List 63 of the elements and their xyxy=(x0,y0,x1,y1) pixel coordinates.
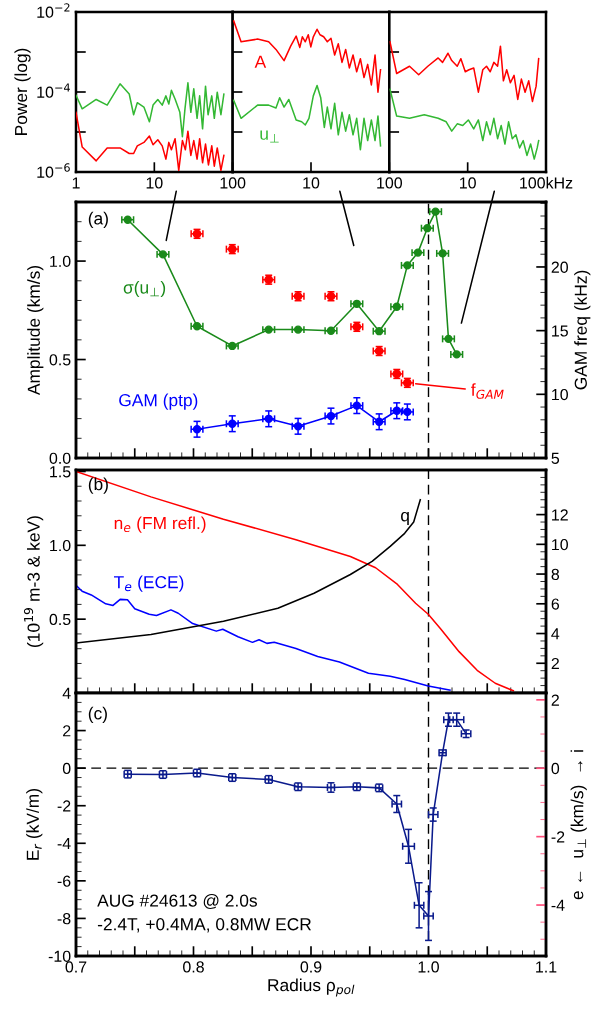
y-tick-label: 10$^{−6}$ xyxy=(37,163,70,178)
y-tick-label: 0.0 xyxy=(49,452,71,464)
y2-tick-label: 5 xyxy=(551,452,560,464)
x-tick-label: 0.7 xyxy=(65,961,87,973)
x-tick-label: 10 xyxy=(146,177,163,189)
annotation: -2.4T, +0.4MA, 0.8MW ECR xyxy=(97,918,311,933)
y-tick-label: -2 xyxy=(57,800,71,812)
y-axis-title: Amplitude (km/s) xyxy=(27,265,44,396)
x-tick-label: 0.8 xyxy=(183,961,204,973)
legend-label: f$_{GAM}$ xyxy=(471,383,504,399)
annotation: (c) xyxy=(88,706,107,723)
y2-tick-label: 12 xyxy=(552,509,568,521)
y-tick-label: 1.0 xyxy=(50,255,71,268)
y2-tick-label: 20 xyxy=(551,261,568,273)
y2-tick-label: 2 xyxy=(551,657,559,670)
series-label: σ(u$_{⊥}$) xyxy=(123,280,166,298)
series-label: A xyxy=(254,55,267,68)
y-tick-label: -8 xyxy=(57,913,71,925)
y2-tick-label: 2 xyxy=(551,694,559,706)
y2-tick-label: 10 xyxy=(552,538,568,551)
y-axis-title: Power (log) xyxy=(14,48,31,135)
y-axis-title: (10$^{19}$ m-3 & keV) xyxy=(23,516,44,647)
y2-tick-label: 0 xyxy=(551,762,560,775)
y2-axis-title: GAM freq (kHz) xyxy=(574,270,591,390)
x-tick-label: 100 xyxy=(377,177,403,189)
y-tick-label: 0.5 xyxy=(49,354,71,366)
y-tick-label: -10 xyxy=(48,950,71,962)
series-label: GAM (ptp) xyxy=(119,393,198,410)
y2-axis-title: e ← u$_{⊥}$ (km/s) → i xyxy=(570,750,587,900)
x-tick-label: 10 xyxy=(460,177,476,189)
x-tick-label: 100 xyxy=(220,177,246,189)
x-tick-label: 1 xyxy=(72,177,80,189)
x-tick-label: 100kHz xyxy=(520,176,573,189)
annotation: (b) xyxy=(88,477,108,494)
y2-tick-label: 15 xyxy=(552,325,568,337)
annotation: (a) xyxy=(88,211,108,228)
y-axis-title: E$_{r}$ (kV/m) xyxy=(26,789,43,860)
y-tick-label: -6 xyxy=(57,875,71,887)
y-tick-label: 0 xyxy=(62,762,71,775)
x-axis-title: Radius ρ$_{pol}$ xyxy=(268,978,355,997)
x-tick-label: 1.0 xyxy=(418,961,439,973)
y-tick-label: 4 xyxy=(62,687,71,699)
y-tick-label: 1.0 xyxy=(50,539,71,552)
y-tick-label: 2 xyxy=(63,725,71,737)
series-label: T$_{e}$ (ECE) xyxy=(113,575,184,592)
series-label: u$_{⊥}$ xyxy=(260,130,279,143)
y-tick-label: 10$^{−2}$ xyxy=(37,3,70,18)
series-label: q xyxy=(401,511,409,525)
y2-tick-label: -4 xyxy=(551,899,565,911)
x-tick-label: 10 xyxy=(303,177,320,189)
y-tick-label: 0.5 xyxy=(49,613,71,626)
y2-tick-label: -2 xyxy=(551,831,565,843)
y-tick-label: 1.5 xyxy=(50,466,71,478)
y2-tick-label: 6 xyxy=(551,598,560,610)
y-tick-label: -4 xyxy=(57,838,71,850)
y2-tick-label: 8 xyxy=(551,568,560,581)
x-tick-label: 0.9 xyxy=(300,961,322,973)
annotation: AUG #24613 @ 2.0s xyxy=(97,893,257,909)
y2-tick-label: 4 xyxy=(551,628,560,640)
series-label: n$_{e}$ (FM refl.) xyxy=(114,516,206,533)
y-tick-label: 10$^{−4}$ xyxy=(37,83,70,98)
y2-tick-label: 10 xyxy=(552,388,568,401)
x-tick-label: 1.1 xyxy=(536,961,557,973)
